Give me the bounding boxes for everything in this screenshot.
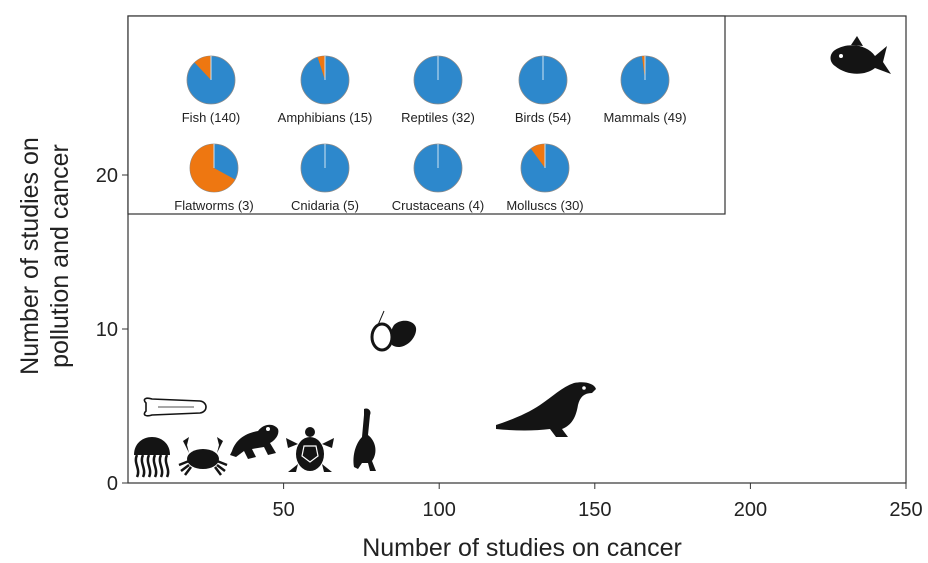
- jellyfish-icon: [134, 437, 170, 478]
- pie-molluscs: Molluscs (30): [506, 143, 584, 213]
- pie-share-slice: [317, 55, 325, 80]
- pie-label: Crustaceans (4): [392, 198, 484, 213]
- pie-label: Mammals (49): [603, 110, 686, 125]
- pie-crustaceans: Crustaceans (4): [392, 143, 484, 213]
- pie-share-slice: [194, 56, 211, 80]
- pie-amphibians: Amphibians (15): [278, 55, 373, 125]
- pie-label: Flatworms (3): [174, 198, 253, 213]
- y-tick-label: 20: [96, 165, 118, 187]
- fish-icon: [830, 36, 891, 74]
- pie-birds: Birds (54): [515, 55, 571, 125]
- pie-flatworms: Flatworms (3): [174, 143, 254, 213]
- flatworm-icon: [143, 397, 207, 417]
- pie-share-slice: [641, 56, 645, 80]
- pie-share-slice: [530, 144, 545, 168]
- pie-label: Reptiles (32): [401, 110, 475, 125]
- bird-icon: [353, 408, 376, 471]
- y-tick-label: 10: [96, 319, 118, 341]
- x-tick-label: 50: [272, 499, 294, 521]
- x-tick-label: 150: [578, 499, 611, 521]
- x-tick-label: 100: [423, 499, 456, 521]
- data-points: [134, 36, 891, 478]
- y-tick-label: 0: [107, 473, 118, 495]
- pie-fish: Fish (140): [182, 55, 241, 125]
- pie-label: Fish (140): [182, 110, 241, 125]
- pie-reptiles: Reptiles (32): [401, 55, 475, 125]
- tick-labels: 50 100 150 200 250 0 10 20: [96, 165, 923, 521]
- sea-lion-icon: [496, 382, 596, 437]
- inset-pie-panel: Fish (140) Amphibians (15) Reptiles (32) Bi…: [127, 15, 726, 215]
- crab-icon: [178, 437, 228, 476]
- x-axis-title: Number of studies on cancer: [362, 534, 682, 562]
- turtle-icon: [286, 427, 334, 472]
- pie-label: Birds (54): [515, 110, 571, 125]
- pie-share-slice: [189, 144, 236, 193]
- frog-icon: [230, 424, 279, 459]
- pie-label: Cnidaria (5): [291, 198, 359, 213]
- pie-label: Molluscs (30): [506, 198, 583, 213]
- mussel-icon: [370, 310, 417, 352]
- x-tick-label: 250: [889, 499, 922, 521]
- y-axis-title-line2: pollution and cancer: [46, 144, 74, 368]
- pie-mammals: Mammals (49): [603, 55, 687, 125]
- pie-cnidaria: Cnidaria (5): [291, 143, 359, 213]
- y-axis-title-line1: Number of studies on: [16, 137, 44, 375]
- x-tick-label: 200: [734, 499, 767, 521]
- pie-label: Amphibians (15): [278, 110, 373, 125]
